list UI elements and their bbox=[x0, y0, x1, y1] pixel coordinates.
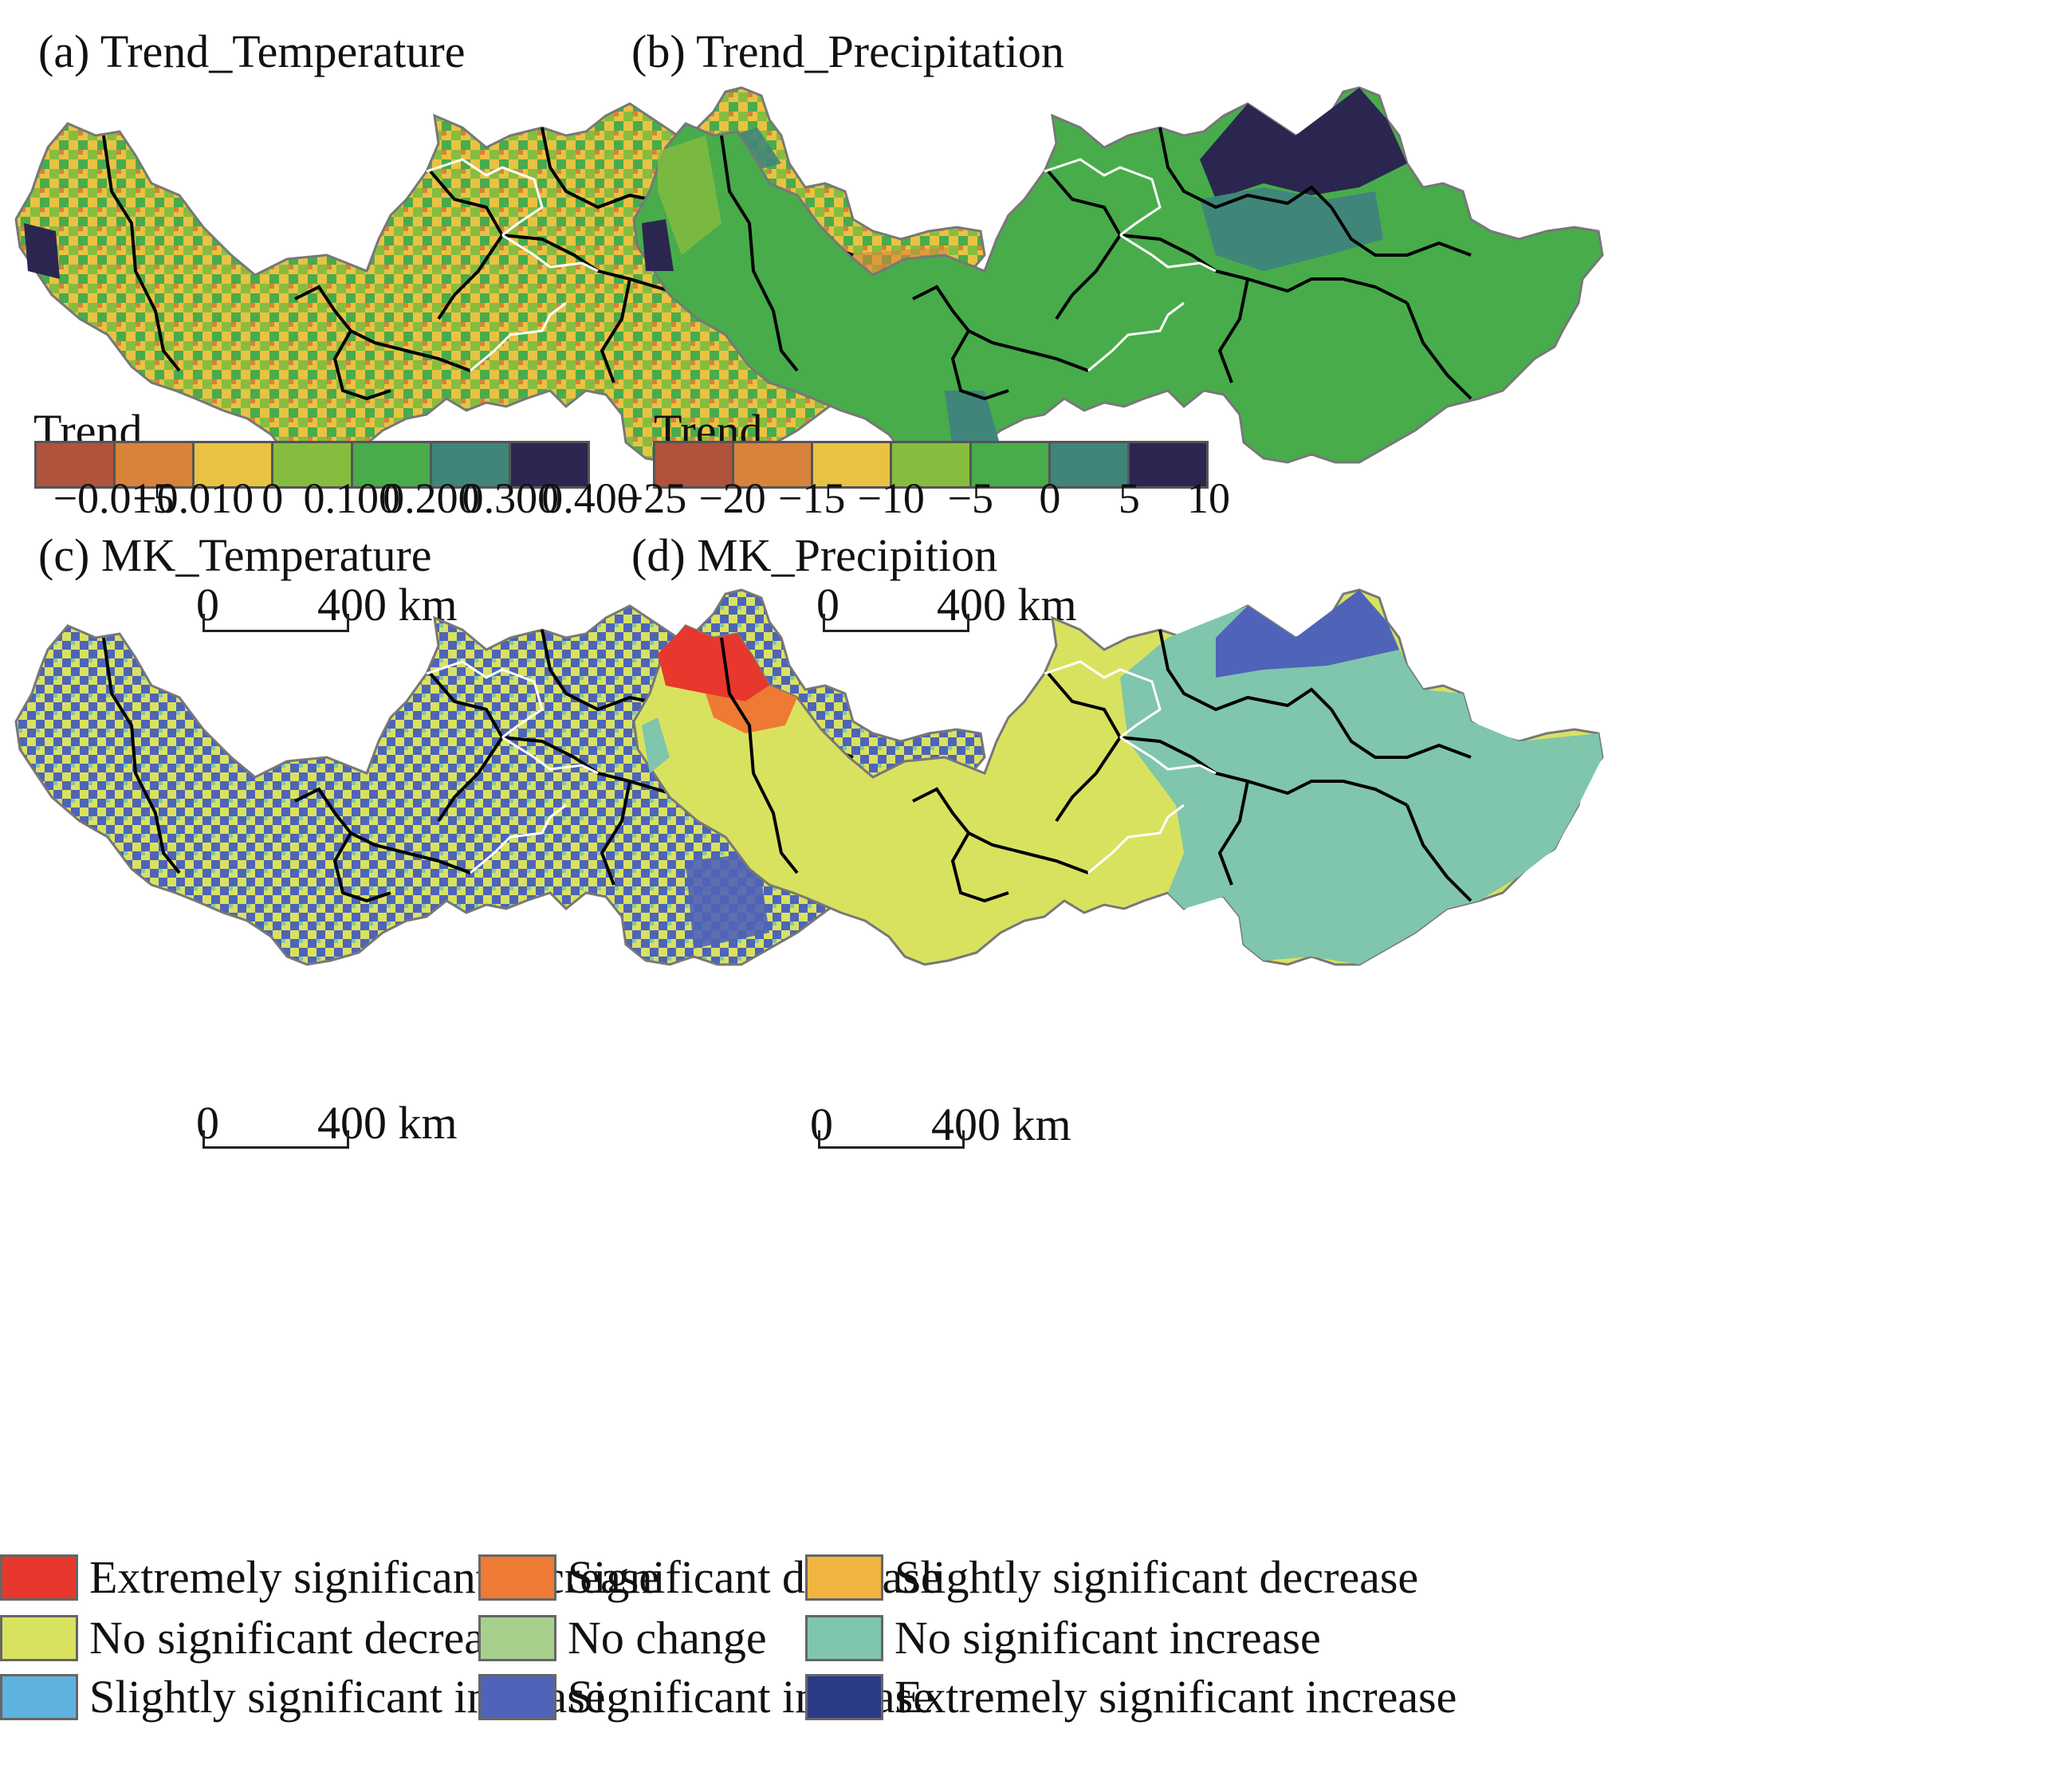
panel-c-scale-zero: 0 bbox=[196, 1097, 219, 1149]
precip-color-segment bbox=[813, 443, 893, 486]
panel-a-scale-bar bbox=[202, 614, 349, 632]
mk-legend-item: Extremely significant decrease bbox=[0, 1554, 659, 1601]
precip-tick-label: −5 bbox=[947, 474, 994, 522]
precip-color-segment bbox=[734, 443, 814, 486]
temp-tick-label: −0.015 bbox=[53, 474, 175, 522]
panel-b-scale-zero: 0 bbox=[816, 579, 839, 631]
panel-d-scale-bar bbox=[818, 1130, 965, 1149]
mk-legend-swatch bbox=[478, 1554, 556, 1601]
panel-d-scale-end: 400 km bbox=[931, 1098, 1071, 1150]
temp-tick-label: −0.010 bbox=[132, 474, 254, 522]
panel-a-title: (a) Trend_Temperature bbox=[38, 26, 466, 77]
panel-d-title: (d) MK_Precipition bbox=[631, 529, 998, 581]
mk-legend-label: Slightly significant decrease bbox=[894, 1551, 1419, 1603]
mk-legend-item: No significant decrease bbox=[0, 1615, 523, 1661]
mk-legend-label: No significant increase bbox=[894, 1612, 1321, 1664]
mk-legend-item: No change bbox=[478, 1615, 767, 1661]
precip-color-segment bbox=[1129, 443, 1206, 486]
precip-color-segment bbox=[655, 443, 735, 486]
mk-legend-swatch bbox=[478, 1615, 556, 1661]
temp-color-segment bbox=[195, 443, 274, 486]
mk-legend-swatch bbox=[0, 1615, 78, 1661]
temp-color-segment bbox=[273, 443, 353, 486]
precip-color-segment bbox=[971, 443, 1051, 486]
temp-tick-label: 0.400 bbox=[541, 474, 639, 522]
precip-color-segment bbox=[1050, 443, 1130, 486]
panel-a-scale-zero: 0 bbox=[196, 579, 219, 631]
temp-trend-colorbar bbox=[34, 441, 590, 489]
mk-legend-label: No change bbox=[568, 1612, 767, 1664]
panel-c-scale-end: 400 km bbox=[317, 1097, 458, 1149]
mk-legend-swatch bbox=[0, 1554, 78, 1601]
mk-legend-swatch bbox=[0, 1674, 78, 1720]
mk-legend-swatch bbox=[805, 1674, 883, 1720]
mk-legend-item: Extremely significant increase bbox=[805, 1674, 1457, 1720]
temp-color-segment bbox=[116, 443, 195, 486]
temp-tick-label: 0.200 bbox=[383, 474, 480, 522]
precip-tick-label: −15 bbox=[777, 474, 846, 522]
precip-tick-label: 5 bbox=[1118, 474, 1140, 522]
temp-tick-label: 0 bbox=[261, 474, 284, 522]
panel-b-title: (b) Trend_Precipitation bbox=[631, 26, 1064, 77]
temp-tick-label: 0.100 bbox=[303, 474, 401, 522]
panel-d-scale-zero: 0 bbox=[810, 1098, 833, 1150]
precip-trend-colorbar bbox=[653, 441, 1209, 489]
temp-color-segment bbox=[431, 443, 511, 486]
panel-c-scale-bar bbox=[202, 1130, 349, 1149]
precip-color-segment bbox=[892, 443, 972, 486]
temp-color-segment bbox=[352, 443, 432, 486]
precip-tick-label: −20 bbox=[698, 474, 766, 522]
mk-legend-swatch bbox=[478, 1674, 556, 1720]
mk-legend-item: No significant increase bbox=[805, 1615, 1321, 1661]
mk-legend-swatch bbox=[805, 1554, 883, 1601]
precip-tick-label: 0 bbox=[1039, 474, 1061, 522]
panel-d-map bbox=[632, 588, 1604, 966]
panel-c-title: (c) MK_Temperature bbox=[38, 529, 432, 581]
mk-legend-item: Slightly significant decrease bbox=[805, 1554, 1418, 1601]
temp-tick-label: 0.300 bbox=[462, 474, 560, 522]
mk-legend-label: Extremely significant increase bbox=[894, 1671, 1457, 1723]
temp-color-segment bbox=[510, 443, 588, 486]
mk-legend-swatch bbox=[805, 1615, 883, 1661]
temp-color-segment bbox=[37, 443, 116, 486]
precip-tick-label: −10 bbox=[857, 474, 925, 522]
panel-b-map bbox=[632, 86, 1604, 464]
mk-legend-label: Extremely significant decrease bbox=[89, 1551, 660, 1603]
panel-b-scale-bar bbox=[823, 614, 969, 632]
precip-tick-label: 10 bbox=[1187, 474, 1230, 522]
mk-legend-label: No significant decrease bbox=[89, 1612, 524, 1664]
precip-tick-label: −25 bbox=[619, 474, 687, 522]
